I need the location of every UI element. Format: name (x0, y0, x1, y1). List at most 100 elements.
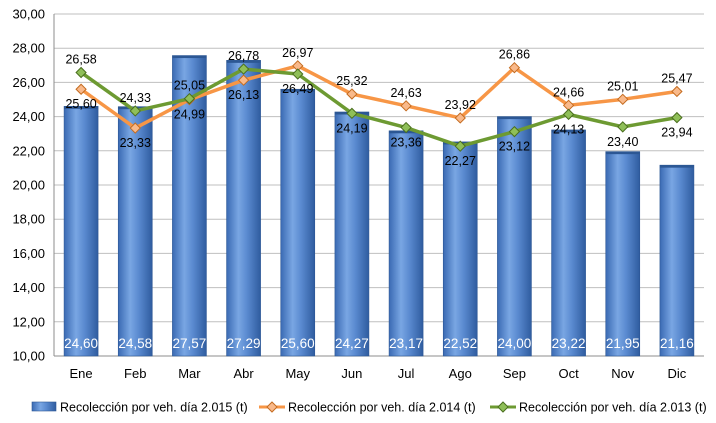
line-data-label: 26,86 (499, 48, 530, 62)
bar-cap (659, 165, 694, 168)
series-point (237, 63, 250, 75)
series-point (617, 93, 629, 106)
series-point (454, 112, 466, 124)
y-tick-label: 10,00 (12, 349, 45, 364)
y-tick-label: 20,00 (12, 178, 45, 193)
x-tick-label: Jul (398, 366, 415, 381)
bar (226, 60, 261, 357)
bar-data-label: 21,95 (606, 336, 640, 351)
line-data-label: 25,60 (65, 97, 96, 111)
bar-data-label: 24,60 (64, 336, 98, 351)
bar (280, 88, 316, 357)
legend-marker (497, 401, 509, 413)
series-point (671, 85, 683, 98)
bar-data-label: 21,16 (660, 336, 694, 351)
series-point (129, 122, 141, 134)
line-data-label: 24,66 (553, 85, 584, 99)
y-tick-label: 12,00 (12, 314, 45, 329)
series-point (454, 140, 466, 152)
bar (659, 164, 695, 357)
y-tick-label: 14,00 (12, 280, 45, 295)
bar-cap (172, 55, 207, 59)
y-tick-label: 26,00 (12, 75, 45, 90)
y-tick-label: 30,00 (12, 7, 45, 22)
bar (388, 130, 424, 357)
bar-cap (226, 60, 261, 63)
bar-data-label: 22,52 (443, 336, 477, 351)
bar-data-label: 25,60 (281, 336, 315, 351)
x-tick-label: Dic (668, 366, 687, 381)
legend-swatch-bar (31, 401, 57, 412)
x-tick-label: Jun (341, 366, 362, 381)
series-line (80, 67, 678, 148)
line-data-label: 23,12 (499, 140, 530, 154)
line-data-label: 25,05 (174, 79, 205, 93)
series-point (400, 100, 412, 112)
x-tick-label: Ene (70, 366, 93, 381)
bar (551, 129, 586, 357)
bar (605, 151, 641, 357)
bar-cap (280, 89, 315, 92)
legend-label: Recolección por veh. día 2.014 (t) (288, 401, 476, 415)
series-point (671, 111, 683, 124)
bar (334, 111, 370, 357)
bar-data-label: 24,27 (335, 336, 369, 351)
plot-area: 10,00 12,00 14,00 16,00 18,00 20,00 22,00 24,00… (12, 7, 704, 381)
line-data-label: 24,13 (553, 122, 584, 136)
series-point (508, 61, 521, 74)
y-tick-label: 24,00 (12, 109, 45, 124)
series-point (346, 88, 358, 100)
series-point (562, 108, 575, 121)
series-point (508, 125, 521, 138)
bar-cap (551, 129, 586, 133)
x-tick-label: Nov (611, 366, 635, 381)
bar (442, 141, 478, 357)
x-tick-label: Abr (233, 366, 254, 381)
line-data-label: 26,97 (282, 46, 313, 60)
bar-data-label: 23,17 (389, 336, 423, 351)
line-data-label: 23,40 (607, 135, 638, 149)
y-tick-label: 22,00 (12, 143, 45, 158)
series-point (346, 107, 358, 120)
line-data-label: 26,78 (228, 49, 259, 63)
y-tick-label: 28,00 (12, 41, 45, 56)
line-data-label: 24,33 (120, 91, 151, 105)
series-point (617, 121, 629, 133)
line-data-label: 22,27 (445, 154, 476, 168)
line-data-label: 26,49 (282, 82, 313, 96)
bar (63, 106, 99, 357)
x-tick-label: Ago (449, 366, 472, 381)
x-tick-label: May (285, 366, 310, 381)
bar-data-label: 27,29 (227, 336, 261, 351)
bar (497, 116, 532, 357)
line-data-label: 24,63 (390, 86, 421, 100)
y-tick-label: 16,00 (12, 246, 45, 261)
line-data-label: 25,01 (607, 79, 638, 93)
line-data-label: 24,19 (336, 121, 367, 135)
line-data-label: 23,36 (390, 136, 421, 150)
line-data-label: 23,92 (445, 98, 476, 112)
bar-data-label: 27,57 (173, 336, 207, 351)
line-data-label: 26,13 (228, 88, 259, 102)
series-point (237, 74, 250, 86)
bar-data-label: 24,58 (118, 336, 152, 351)
series-point (129, 105, 141, 117)
legend-marker (266, 401, 278, 413)
series-point (75, 66, 87, 79)
legend-label: Recolección por veh. día 2.015 (t) (60, 401, 248, 415)
legend: Recolección por veh. día 2.015 (t) Recole… (31, 401, 707, 415)
line-data-label: 24,99 (174, 108, 205, 122)
x-tick-label: Oct (558, 366, 579, 381)
x-tick-label: Sep (503, 366, 526, 381)
bar-cap (605, 151, 640, 155)
legend-label: Recolección por veh. día 2.013 (t) (519, 401, 707, 415)
line-data-label: 23,33 (120, 136, 151, 150)
line-data-label: 25,32 (336, 74, 367, 88)
line-data-label: 23,94 (661, 126, 692, 140)
x-tick-label: Mar (178, 366, 201, 381)
series-point (75, 83, 87, 95)
series-point (400, 121, 412, 134)
x-tick-label: Feb (124, 366, 146, 381)
line-data-label: 26,58 (65, 52, 96, 66)
